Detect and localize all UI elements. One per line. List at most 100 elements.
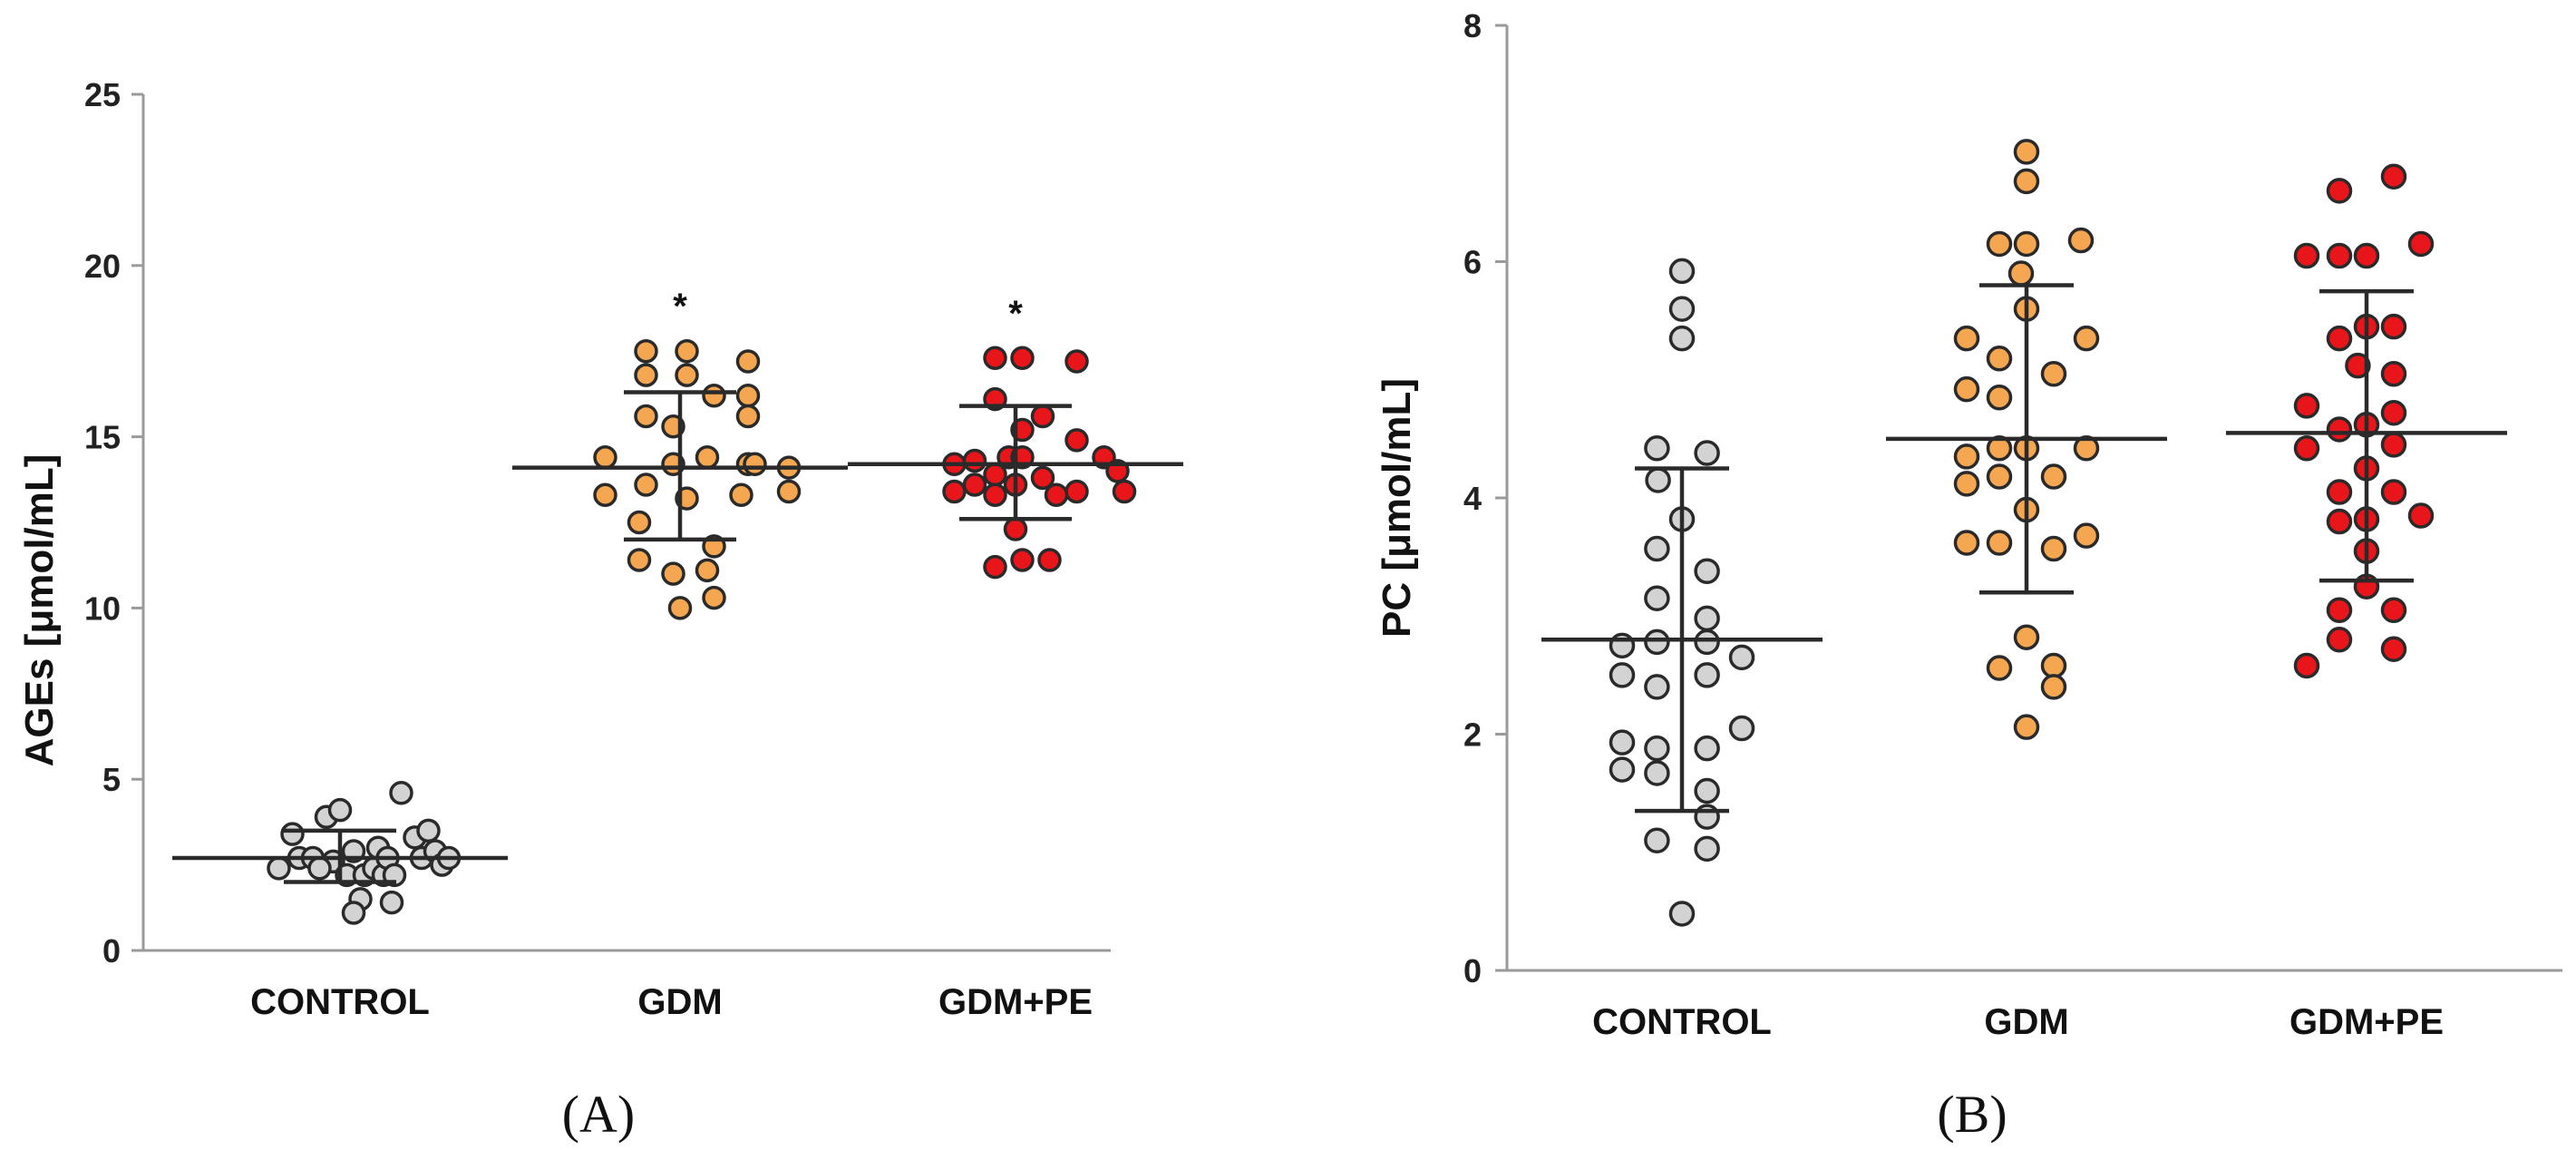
panel-b-data-point [1694, 662, 1720, 688]
panel-b-data-point [1644, 535, 1670, 562]
panel-b-data-point [2040, 360, 2067, 387]
panel-b-data-point [1668, 258, 1696, 285]
panel-b-data-point [2040, 652, 2067, 679]
panel-a-data-point [1112, 479, 1137, 504]
panel-b-data-point [1644, 735, 1670, 762]
panel-a-data-point [593, 482, 617, 508]
panel-b-data-point [2380, 399, 2407, 426]
panel-b-data-point [1728, 715, 1755, 742]
panel-b-data-point [2293, 393, 2320, 419]
panel-a-data-point [983, 554, 1007, 580]
panel-b-data-point [2407, 230, 2435, 258]
panel-b-data-point [2040, 463, 2067, 490]
panel-b-data-point [2293, 435, 2320, 462]
panel-a-data-point [735, 349, 761, 374]
panel-a-category-label: GDM+PE [938, 982, 1093, 1022]
panel-b-data-point [2293, 242, 2320, 269]
panel-b-data-point [2326, 479, 2353, 505]
panel-b-data-point [2040, 535, 2067, 562]
panel-b-data-point [1644, 585, 1670, 611]
panel-b-category-label: GDM [1984, 1002, 2068, 1042]
panel-a-data-point [267, 856, 291, 881]
panel-a: AGEs [μmol/mL] (A) 0 5 10 15 20 25 CONTROL GDM G… [17, 76, 1183, 1144]
panel-b-data-point [1694, 629, 1720, 656]
panel-a-data-point [1010, 548, 1035, 572]
panel-b-data-point [1645, 467, 1671, 493]
panel-b-data-point [2380, 313, 2407, 340]
panel-a-significance-marker: * [673, 287, 687, 326]
panel-b-data-point [1986, 530, 2013, 556]
panel-a-y-tick-label: 25 [84, 76, 121, 113]
panel-a-data-point [634, 338, 658, 364]
panel-b-data-point [1644, 629, 1670, 656]
panel-a-data-point [1003, 517, 1028, 541]
panel-a-data-point [389, 781, 413, 805]
panel-b-data-point [1953, 530, 1980, 556]
panel-b-data-point [2326, 325, 2353, 352]
panel-a-data-point [416, 818, 441, 843]
panel-b-data-point [1644, 435, 1670, 462]
panel-a-y-tick-label: 5 [102, 761, 121, 798]
panel-b-data-point [1986, 230, 2013, 258]
panel-b-data-point [2407, 502, 2435, 529]
panel-a-data-point [341, 901, 366, 925]
panel-b-data-point [1953, 325, 1980, 352]
panel-a-data-point [627, 510, 652, 535]
panel-b-data-point [2013, 139, 2040, 165]
panel-b-data-point [1986, 346, 2013, 372]
panel-b-y-tick-label: 0 [1463, 952, 1482, 989]
panel-b-data-point [1953, 443, 1980, 470]
panel-b-data-point [2013, 714, 2040, 740]
panel-a-y-tick-label: 10 [84, 590, 121, 627]
panel-a-data-point [379, 890, 404, 915]
panel-a-y-axis-title: AGEs [μmol/mL] [17, 454, 62, 767]
panel-b-data-point [1609, 756, 1636, 783]
panel-b-data-point [1668, 296, 1696, 322]
panel-b-data-point [2326, 597, 2353, 623]
panel-a-y-tick-label: 0 [102, 932, 121, 970]
panel-b-category-label: GDM+PE [2289, 1002, 2444, 1042]
panel-b-data-point [2326, 242, 2353, 269]
panel-b-data-point [2013, 624, 2040, 650]
panel-b-data-point [1986, 463, 2013, 490]
panel-b-y-tick-label: 8 [1463, 7, 1482, 44]
panel-a-data-point [695, 445, 720, 470]
panel-b-data-point [1644, 827, 1670, 853]
panel-a-data-point [1064, 479, 1089, 504]
panel-a-data-point [695, 558, 720, 583]
panel-b-data-point [2073, 325, 2100, 352]
panel-b-data-point [1694, 777, 1720, 804]
panel-a-data-point [983, 346, 1007, 371]
panel-b-data-point [2040, 674, 2067, 700]
panel-a-data-point [593, 445, 617, 470]
panel-b-data-point [2380, 360, 2407, 387]
panel-b-data-point [2380, 432, 2407, 458]
panel-a-data-point [1064, 349, 1089, 374]
panel-b-data-point [2380, 636, 2407, 662]
panel-b-data-point [2380, 597, 2407, 623]
panel-a-data-point [634, 404, 658, 429]
panel-a-data-point [962, 473, 987, 497]
panel-a-data-point [1030, 465, 1055, 491]
panel-b-data-point [1694, 440, 1720, 466]
panel-b-data-point [2326, 416, 2353, 443]
panel-b-data-point [1986, 655, 2013, 681]
panel-a-data-point [743, 452, 767, 477]
panel-b-data-point [2380, 479, 2407, 505]
panel-b-data-point [1953, 471, 1980, 497]
panel-b-data-point [2293, 652, 2320, 679]
panel-b-label: (B) [1937, 1085, 2007, 1144]
panel-b-data-point [2013, 168, 2040, 195]
panel-a-data-point [661, 561, 685, 586]
panel-b-data-point [1609, 729, 1636, 755]
panel-b-data-point [1609, 662, 1636, 688]
panel-a-data-point [675, 338, 699, 364]
panel-b-data-point [2073, 522, 2100, 549]
panel-b-data-point [2326, 178, 2353, 204]
panel-b-y-tick-label: 2 [1463, 716, 1482, 754]
panel-a-data-point [280, 822, 305, 846]
panel-b-data-point [2326, 508, 2353, 535]
panel-a-data-point [735, 384, 761, 408]
panel-b-data-point [1694, 605, 1720, 632]
